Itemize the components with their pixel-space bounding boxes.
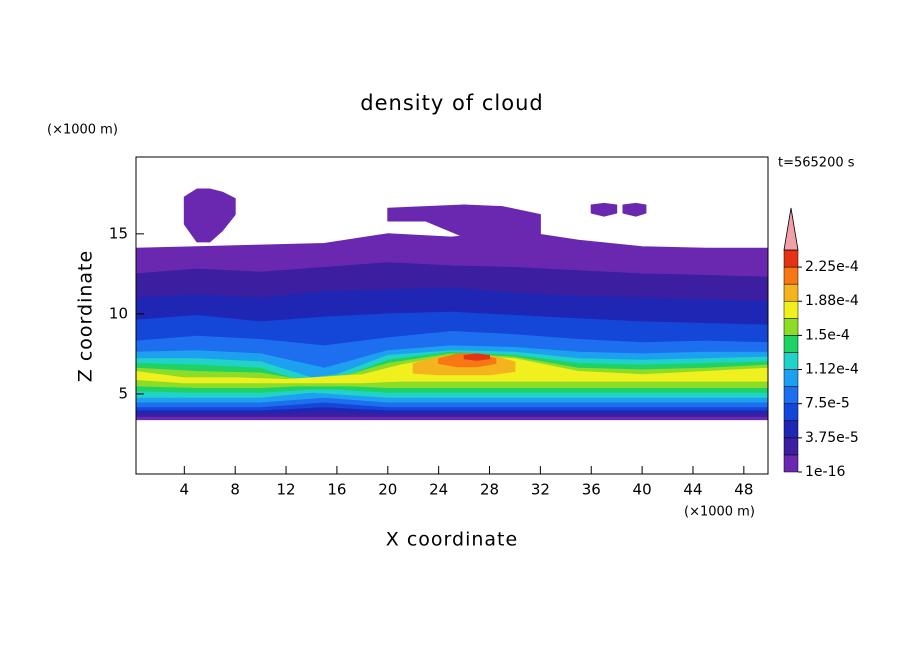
colorbar-label: 7.5e-5 <box>805 396 850 412</box>
colorbar-swatch <box>783 386 799 404</box>
x-tick-label: 12 <box>277 481 296 499</box>
colorbar-swatch <box>783 335 799 353</box>
colorbar-swatch <box>783 369 799 387</box>
colorbar-label: 1.88e-4 <box>805 293 859 309</box>
y-tick-label: 10 <box>109 304 128 322</box>
colorbar-swatch <box>783 318 799 336</box>
colorbar-label: 1.5e-4 <box>805 327 850 343</box>
x-tick-label: 32 <box>531 481 550 499</box>
contour-region <box>387 204 541 246</box>
y-tick-label: 15 <box>109 224 128 242</box>
x-tick-label: 4 <box>180 481 190 499</box>
contour-field <box>135 188 769 421</box>
colorbar-swatch <box>783 403 799 422</box>
x-tick-label: 44 <box>683 481 702 499</box>
colorbar-over <box>783 207 799 251</box>
y-tick-label: 5 <box>118 384 128 402</box>
colorbar-swatch <box>783 266 799 285</box>
x-tick-label: 48 <box>734 481 753 499</box>
x-tick-label: 24 <box>429 481 448 499</box>
colorbar-label: 1e-16 <box>805 464 845 480</box>
colorbar-swatch <box>783 283 799 302</box>
x-tick-label: 8 <box>230 481 240 499</box>
y-unit: (×1000 m) <box>47 123 118 138</box>
x-tick-label: 28 <box>480 481 499 499</box>
contour-region <box>183 188 236 243</box>
x-tick-label: 20 <box>378 481 397 499</box>
colorbar-swatch <box>783 300 799 319</box>
y-axis-label: Z coordinate <box>75 250 97 382</box>
contour-region <box>622 202 647 217</box>
colorbar-swatch <box>783 420 799 439</box>
plot-frame <box>135 156 769 475</box>
colorbar-label: 3.75e-5 <box>805 430 859 446</box>
x-tick-label: 16 <box>327 481 346 499</box>
contour-region <box>590 202 618 217</box>
x-axis-label: X coordinate <box>386 529 518 551</box>
colorbar-swatch <box>783 352 799 370</box>
time-label: t=565200 s <box>778 156 855 171</box>
colorbar-swatch <box>783 437 799 456</box>
x-unit: (×1000 m) <box>684 505 755 520</box>
colorbar-label: 1.12e-4 <box>805 362 859 378</box>
colorbar-swatch <box>783 249 799 268</box>
chart-title: density of cloud <box>360 91 543 115</box>
colorbar-swatch <box>783 454 799 473</box>
contour-region <box>463 353 490 361</box>
x-tick-label: 40 <box>633 481 652 499</box>
colorbar-label: 2.25e-4 <box>805 259 859 275</box>
x-tick-label: 36 <box>582 481 601 499</box>
colorbar: 1e-16 3.75e-5 7.5e-5 1.12e-4 1.5e-4 1.88e-4 2.… <box>783 207 859 480</box>
